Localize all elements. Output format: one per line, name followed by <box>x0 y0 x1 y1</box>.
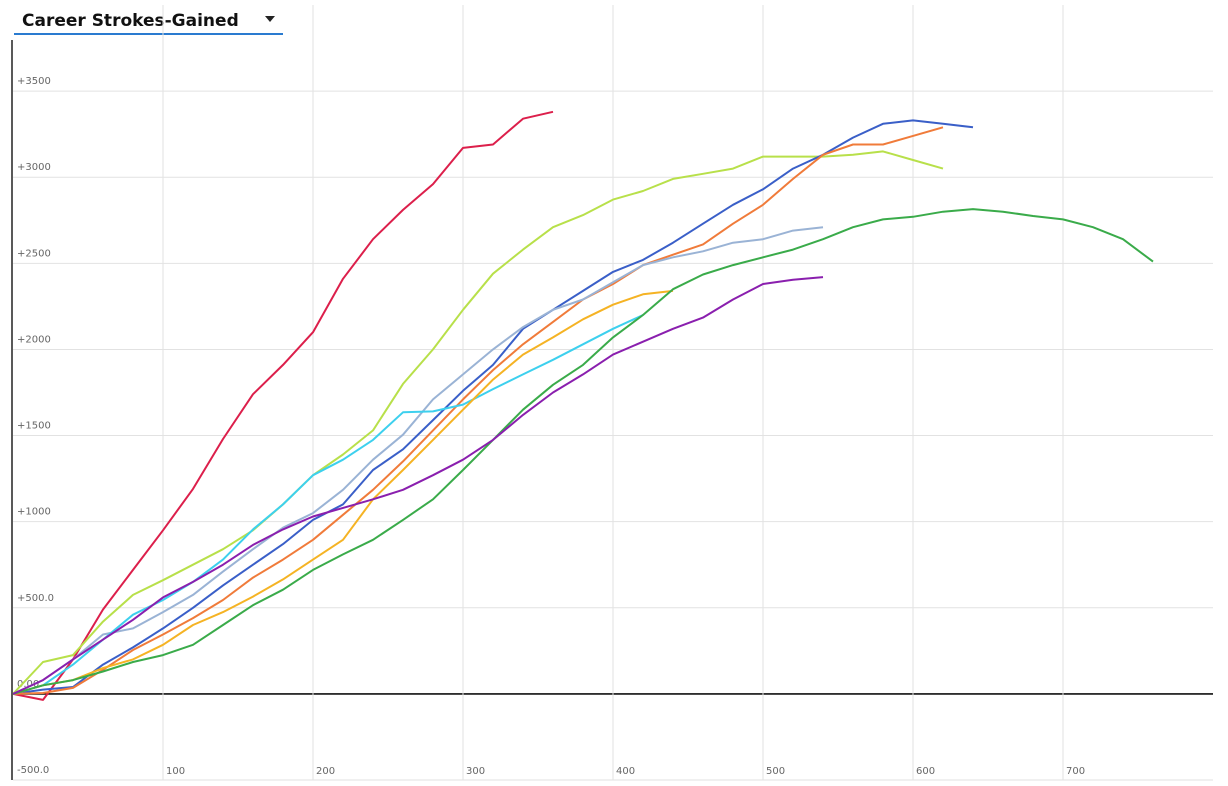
y-tick-label: -500.0 <box>17 765 49 776</box>
x-tick-label: 700 <box>1066 766 1085 777</box>
x-tick-label: 100 <box>166 766 185 777</box>
series-line <box>12 110 554 701</box>
series-line <box>12 314 644 695</box>
series-line <box>12 226 824 695</box>
dropdown[interactable]: Career Strokes-Gained <box>14 11 283 35</box>
series-line <box>12 119 974 695</box>
y-tick-label: +2000 <box>17 334 51 345</box>
series-line <box>12 126 944 695</box>
series-line <box>12 289 674 695</box>
dropdown-label[interactable]: Career Strokes-Gained <box>22 11 239 31</box>
x-tick-label: 500 <box>766 766 785 777</box>
y-tick-label: +3500 <box>17 76 51 87</box>
y-tick-label: 0.00 <box>17 679 39 690</box>
y-tick-label: +500.0 <box>17 593 54 604</box>
x-tick-label: 400 <box>616 766 635 777</box>
series-line <box>12 276 824 695</box>
series-line <box>12 208 1154 695</box>
x-tick-label: 200 <box>316 766 335 777</box>
x-tick-label: 300 <box>466 766 485 777</box>
series-line <box>12 150 944 695</box>
x-tick-label: 600 <box>916 766 935 777</box>
dropdown-arrow[interactable] <box>265 16 275 22</box>
y-tick-label: +3000 <box>17 162 51 173</box>
y-tick-label: +1000 <box>17 507 51 518</box>
y-tick-label: +1500 <box>17 421 51 432</box>
y-tick-label: +2500 <box>17 248 51 259</box>
